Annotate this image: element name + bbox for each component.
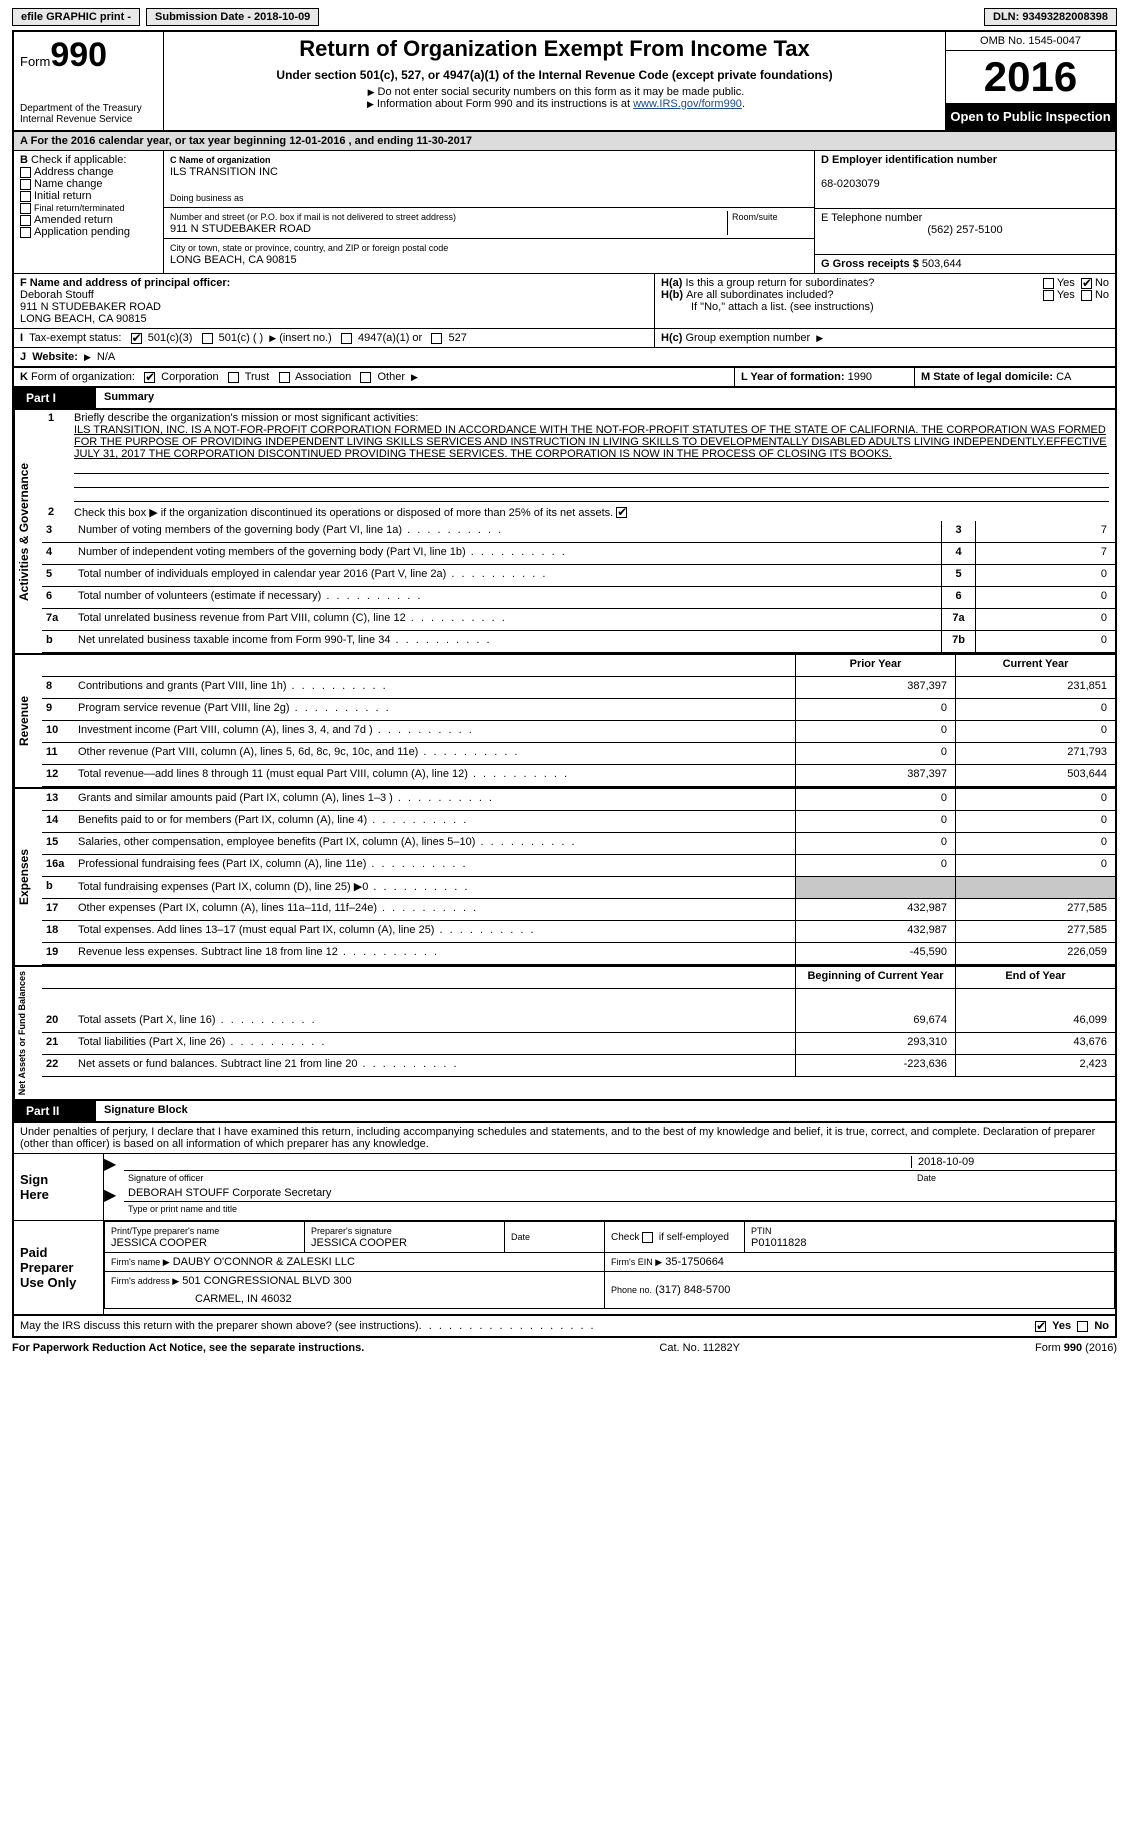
form-number: Form990: [20, 36, 157, 75]
fin-line-19: 19Revenue less expenses. Subtract line 1…: [42, 943, 1115, 965]
fin-line-12: 12Total revenue—add lines 8 through 11 (…: [42, 765, 1115, 787]
page-footer: For Paperwork Reduction Act Notice, see …: [12, 1338, 1117, 1358]
note-info: Information about Form 990 and its instr…: [377, 98, 633, 110]
block-k: K Form of organization: Corporation Trus…: [14, 368, 735, 386]
block-b: B Check if applicable: Address change Na…: [14, 151, 164, 273]
note-ssn: Do not enter social security numbers on …: [378, 86, 745, 98]
side-governance: Activities & Governance: [14, 410, 42, 653]
irs-label: Internal Revenue Service: [20, 114, 157, 125]
fin-line-11: 11Other revenue (Part VIII, column (A), …: [42, 743, 1115, 765]
mission-text: ILS TRANSITION, INC. IS A NOT-FOR-PROFIT…: [74, 424, 1107, 460]
discuss-row: May the IRS discuss this return with the…: [12, 1316, 1117, 1338]
org-name: ILS TRANSITION INC: [170, 166, 278, 178]
fin-line-9: 9Program service revenue (Part VIII, lin…: [42, 699, 1115, 721]
fin-line-10: 10Investment income (Part VIII, column (…: [42, 721, 1115, 743]
fin-line-b: bTotal fundraising expenses (Part IX, co…: [42, 877, 1115, 899]
fin-line-21: 21Total liabilities (Part X, line 26)293…: [42, 1033, 1115, 1055]
fin-line-16a: 16aProfessional fundraising fees (Part I…: [42, 855, 1115, 877]
paid-preparer-label: PaidPreparerUse Only: [14, 1221, 104, 1314]
dept-treasury: Department of the Treasury: [20, 103, 157, 114]
block-i: I Tax-exempt status: 501(c)(3) 501(c) ( …: [14, 329, 655, 347]
org-street: 911 N STUDEBAKER ROAD: [170, 223, 311, 235]
efile-label: efile GRAPHIC print -: [12, 8, 140, 26]
omb-number: OMB No. 1545-0047: [946, 32, 1115, 51]
gross-receipts: 503,644: [922, 258, 962, 270]
block-l: L Year of formation: 1990: [735, 368, 915, 386]
fin-line-22: 22Net assets or fund balances. Subtract …: [42, 1055, 1115, 1077]
form-header: Form990 Department of the Treasury Inter…: [12, 30, 1117, 132]
form-990-page: efile GRAPHIC print - Submission Date - …: [0, 0, 1129, 1366]
block-c: C Name of organization ILS TRANSITION IN…: [164, 151, 815, 273]
right-column: D Employer identification number 68-0203…: [815, 151, 1115, 273]
gov-line-3: 3Number of voting members of the governi…: [42, 521, 1115, 543]
side-revenue: Revenue: [14, 655, 42, 787]
form-title: Return of Organization Exempt From Incom…: [172, 36, 937, 62]
block-m: M State of legal domicile: CA: [915, 368, 1115, 386]
fin-line-18: 18Total expenses. Add lines 13–17 (must …: [42, 921, 1115, 943]
gov-line-b: bNet unrelated business taxable income f…: [42, 631, 1115, 653]
org-city: LONG BEACH, CA 90815: [170, 254, 297, 266]
ein: 68-0203079: [821, 178, 880, 190]
gov-line-4: 4Number of independent voting members of…: [42, 543, 1115, 565]
submission-date: Submission Date - 2018-10-09: [146, 8, 319, 26]
dln-label: DLN: 93493282008398: [984, 8, 1117, 26]
irs-link[interactable]: www.IRS.gov/form990: [633, 98, 742, 110]
open-inspection: Open to Public Inspection: [946, 103, 1115, 130]
fin-line-13: 13Grants and similar amounts paid (Part …: [42, 789, 1115, 811]
form-subtitle: Under section 501(c), 527, or 4947(a)(1)…: [172, 68, 937, 82]
side-expenses: Expenses: [14, 789, 42, 965]
part-2-header: Part II Signature Block: [12, 1101, 1117, 1123]
fin-line-15: 15Salaries, other compensation, employee…: [42, 833, 1115, 855]
fin-line-14: 14Benefits paid to or for members (Part …: [42, 811, 1115, 833]
fin-line-8: 8Contributions and grants (Part VIII, li…: [42, 677, 1115, 699]
gov-line-6: 6Total number of volunteers (estimate if…: [42, 587, 1115, 609]
preparer-table: Print/Type preparer's nameJESSICA COOPER…: [104, 1221, 1115, 1309]
part-1-header: Part I Summary: [12, 388, 1117, 410]
top-bar: efile GRAPHIC print - Submission Date - …: [12, 8, 1117, 26]
line-a: For the 2016 calendar year, or tax year …: [31, 135, 472, 147]
block-f: F Name and address of principal officer:…: [14, 274, 655, 328]
officer-name: DEBORAH STOUFF Corporate Secretary: [124, 1185, 1115, 1202]
gov-line-7a: 7aTotal unrelated business revenue from …: [42, 609, 1115, 631]
phone: (562) 257-5100: [821, 224, 1109, 236]
fin-line-20: 20Total assets (Part X, line 16)69,67446…: [42, 1011, 1115, 1033]
tax-year: 2016: [946, 51, 1115, 103]
fin-line-17: 17Other expenses (Part IX, column (A), l…: [42, 899, 1115, 921]
block-j: J Website: N/A: [14, 348, 1115, 366]
perjury-text: Under penalties of perjury, I declare th…: [14, 1123, 1115, 1154]
sign-here-label: SignHere: [14, 1154, 104, 1220]
block-h: H(a) Is this a group return for subordin…: [655, 274, 1115, 328]
gov-line-5: 5Total number of individuals employed in…: [42, 565, 1115, 587]
side-netassets: Net Assets or Fund Balances: [14, 967, 42, 1099]
